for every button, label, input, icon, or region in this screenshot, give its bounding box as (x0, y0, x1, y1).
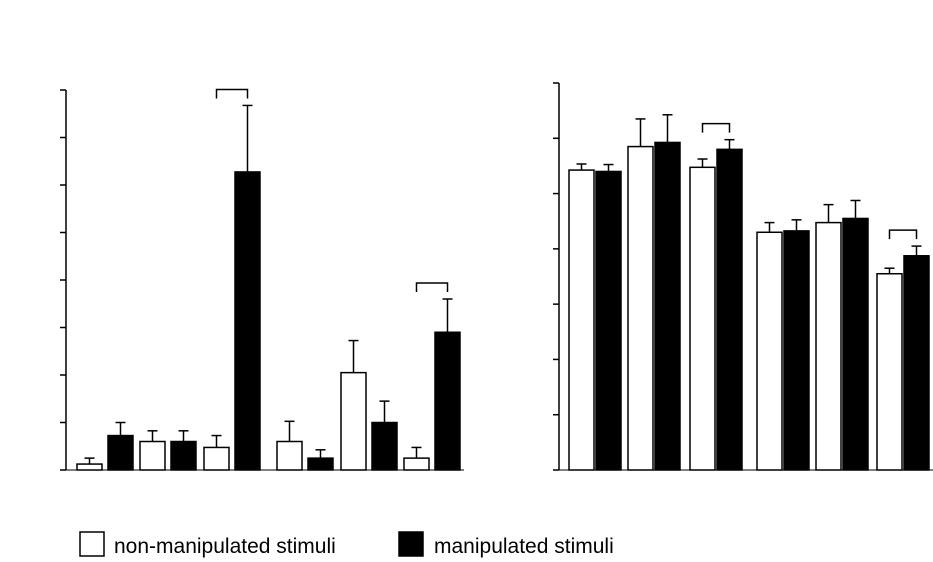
legend-label-manipulated: manipulated stimuli (434, 535, 614, 558)
bar-non-manipulated (403, 457, 430, 471)
bar-manipulated (783, 230, 810, 471)
bar-non-manipulated (276, 440, 303, 471)
bar-manipulated (716, 148, 743, 471)
panel-a (60, 88, 464, 471)
panel-b (553, 82, 933, 471)
significance-bracket (888, 229, 918, 240)
bar-non-manipulated (876, 272, 903, 471)
bar-manipulated (654, 141, 681, 471)
bar-manipulated (170, 440, 197, 471)
bar-manipulated (107, 434, 134, 471)
significance-bracket (415, 282, 449, 292)
bar-non-manipulated (340, 371, 367, 471)
significance-bracket (701, 122, 731, 133)
legend-label-non-manipulated: non-manipulated stimuli (114, 535, 336, 558)
bar-manipulated (434, 331, 461, 471)
bar-manipulated (234, 171, 261, 471)
bar-manipulated (842, 217, 869, 471)
bar-non-manipulated (203, 446, 230, 471)
bar-manipulated (307, 457, 334, 471)
bar-non-manipulated (815, 221, 842, 471)
significance-bracket (215, 88, 249, 99)
bar-non-manipulated (689, 166, 716, 471)
legend-swatch-non-manipulated (79, 531, 105, 557)
bar-non-manipulated (568, 169, 595, 471)
legend: non-manipulated stimuli manipulated stim… (79, 531, 614, 558)
bar-non-manipulated (627, 145, 654, 471)
bar-non-manipulated (756, 231, 783, 471)
bar-non-manipulated (139, 440, 166, 471)
bar-non-manipulated (76, 463, 103, 471)
bar-manipulated (595, 170, 622, 471)
bar-manipulated (371, 421, 398, 471)
legend-swatch-manipulated (398, 531, 424, 557)
bar-manipulated (903, 255, 930, 471)
